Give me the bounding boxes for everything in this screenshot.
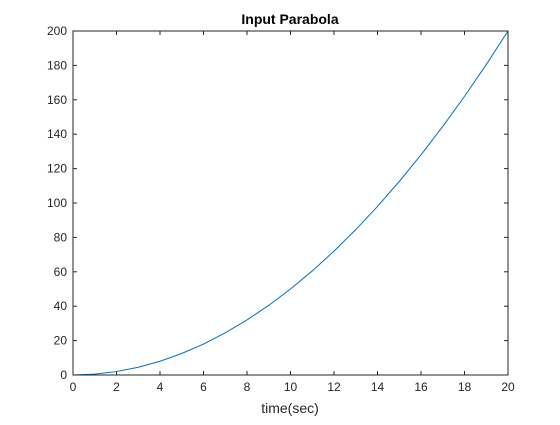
x-axis-label: time(sec) <box>261 400 319 416</box>
x-tick-label: 14 <box>371 380 385 394</box>
x-tick-label: 16 <box>414 380 428 394</box>
x-tick-label: 10 <box>284 380 298 394</box>
x-tick-label: 8 <box>244 380 251 394</box>
x-tick-label: 18 <box>458 380 472 394</box>
y-tick-label: 100 <box>47 196 67 210</box>
x-tick-label: 0 <box>70 380 77 394</box>
x-tick-label: 12 <box>327 380 341 394</box>
y-tick-label: 180 <box>47 58 67 72</box>
series-line-0 <box>72 30 509 376</box>
x-tick-label: 2 <box>113 380 120 394</box>
y-tick-label: 160 <box>47 93 67 107</box>
chart-title: Input Parabola <box>241 11 338 27</box>
y-tick-label: 0 <box>60 368 67 382</box>
x-tick-label: 20 <box>501 380 515 394</box>
y-tick-label: 20 <box>54 334 68 348</box>
plot-area-background <box>73 31 508 375</box>
y-tick-label: 80 <box>54 230 68 244</box>
y-tick-label: 40 <box>54 299 68 313</box>
y-tick-label: 120 <box>47 162 67 176</box>
x-tick-label: 4 <box>157 380 164 394</box>
plot-area-box <box>72 30 509 376</box>
tick-labels: 0 2 4 6 8 10 12 14 16 18 2002040608010012014016018… <box>47 24 515 394</box>
y-tick-label: 140 <box>47 127 67 141</box>
y-tick-label: 60 <box>54 265 68 279</box>
x-tick-label: 6 <box>200 380 207 394</box>
y-tick-label: 200 <box>47 24 67 38</box>
series <box>72 30 509 376</box>
